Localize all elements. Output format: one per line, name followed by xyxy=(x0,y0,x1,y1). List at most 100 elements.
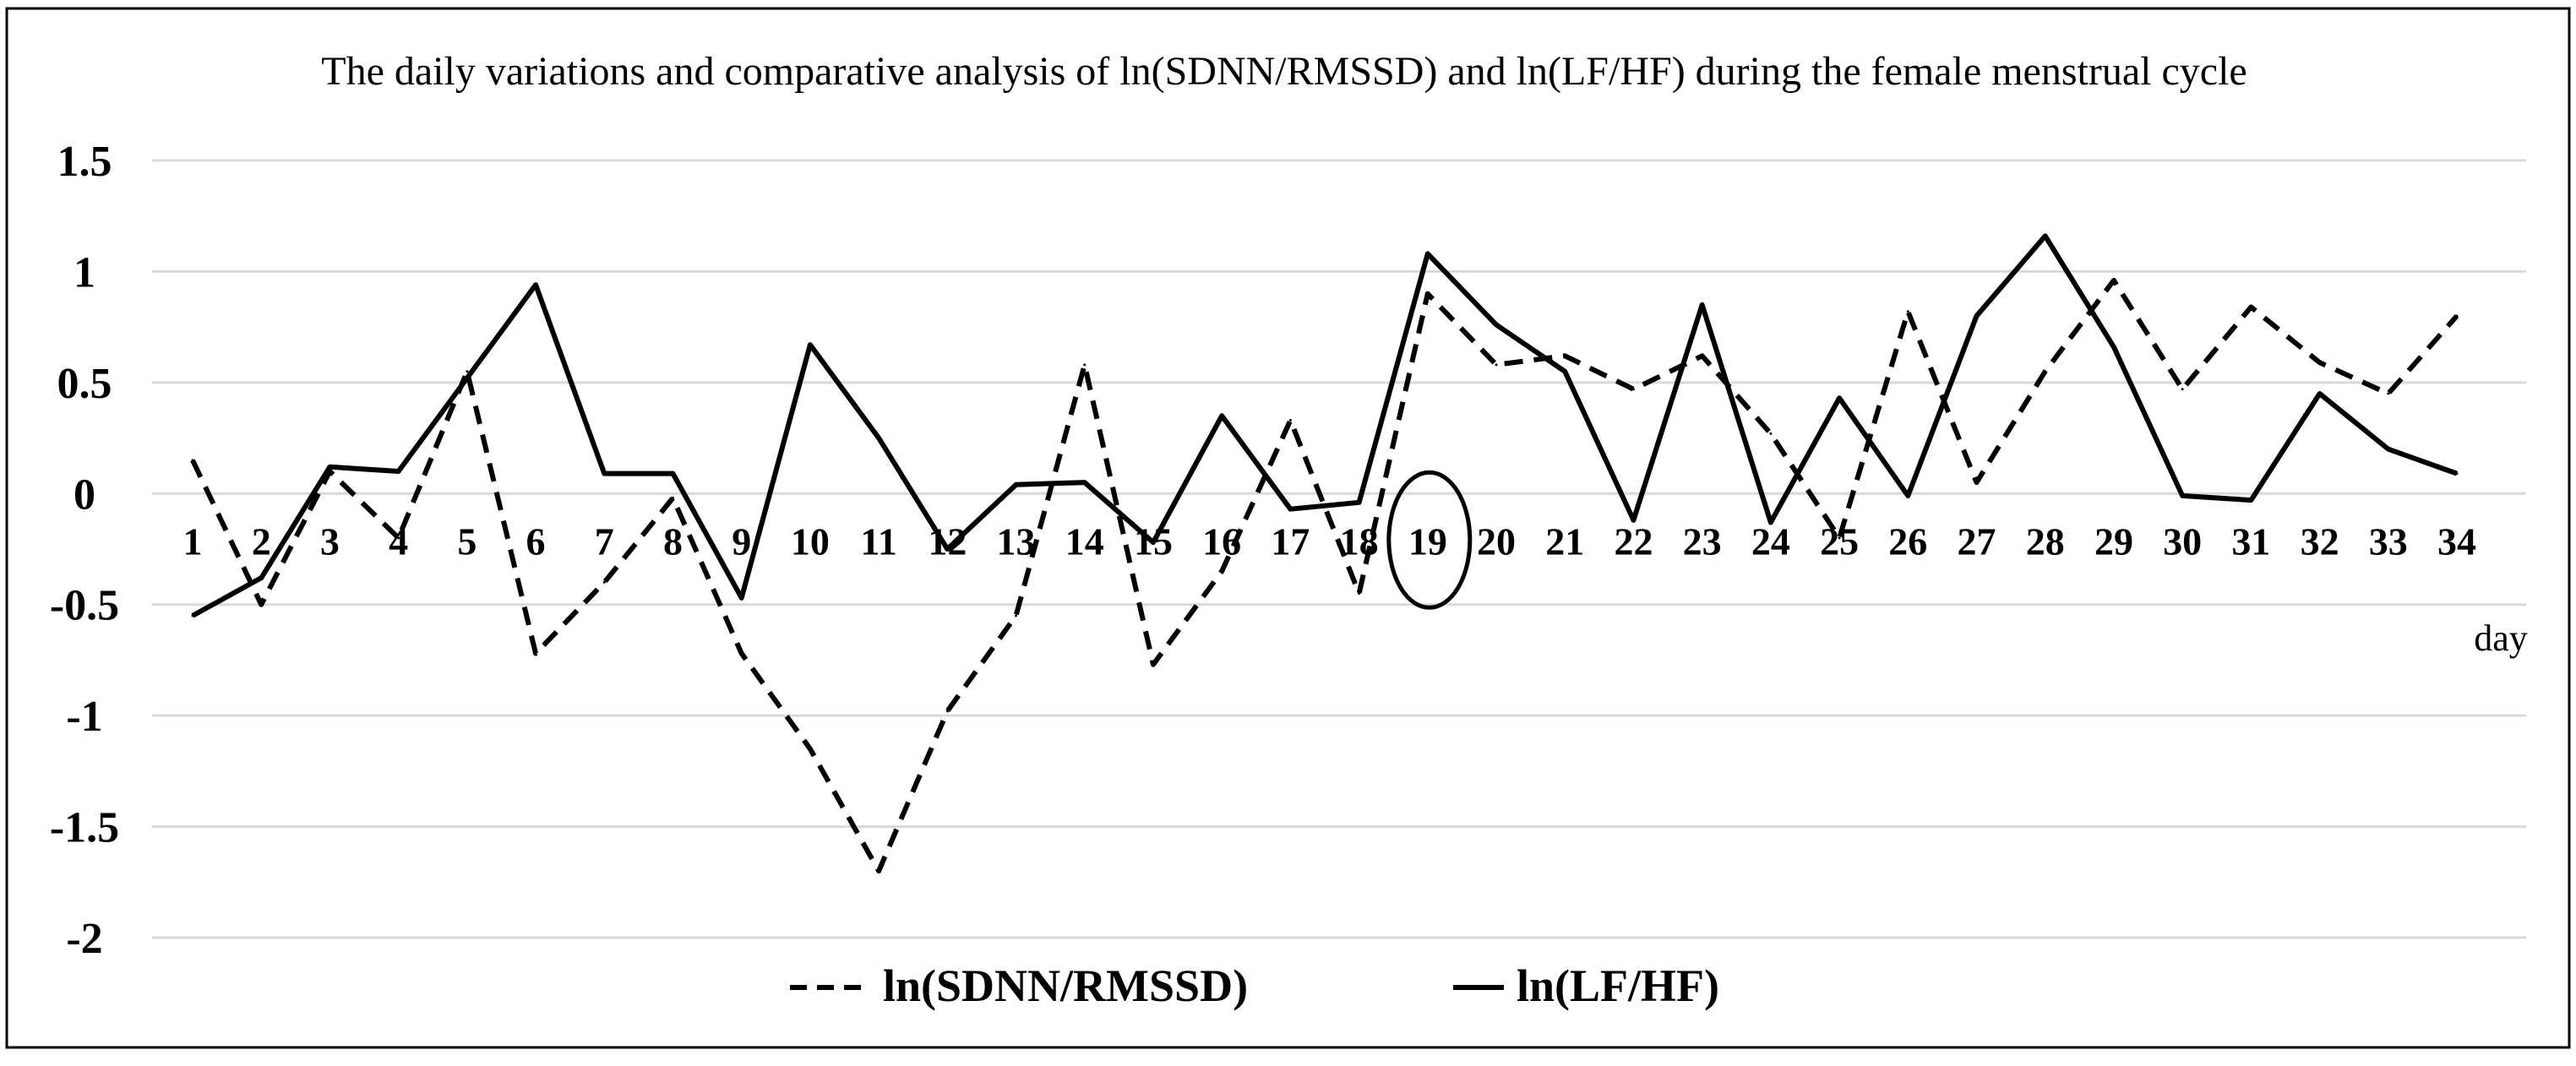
data-point xyxy=(1152,541,1155,544)
data-point xyxy=(191,459,194,462)
x-tick-label: 34 xyxy=(2437,519,2476,563)
data-point xyxy=(1631,519,1635,522)
data-point xyxy=(1975,314,1979,318)
data-point xyxy=(740,652,743,655)
data-point xyxy=(1975,481,1979,484)
data-point xyxy=(466,377,469,380)
x-tick-label: 21 xyxy=(1545,519,1584,563)
data-point xyxy=(1015,483,1018,487)
data-point xyxy=(397,470,400,473)
x-tick-label: 33 xyxy=(2369,519,2408,563)
x-tick-label: 9 xyxy=(732,519,751,563)
x-tick-label: 22 xyxy=(1614,519,1653,563)
data-point xyxy=(2387,392,2390,395)
x-tick-label: 23 xyxy=(1683,519,1722,563)
x-tick-label: 7 xyxy=(595,519,614,563)
data-point xyxy=(2112,279,2116,282)
x-tick-label: 14 xyxy=(1065,519,1104,563)
x-axis-unit-label: day xyxy=(2474,617,2528,659)
y-tick-label: 0 xyxy=(74,470,95,519)
data-point xyxy=(809,748,812,751)
y-tick-label: -1.5 xyxy=(50,804,119,852)
x-tick-label: 20 xyxy=(1477,519,1516,563)
data-point xyxy=(1358,501,1361,504)
x-tick-label: 29 xyxy=(2094,519,2133,563)
y-tick-label: 0.5 xyxy=(57,360,112,408)
x-tick-label: 2 xyxy=(252,519,271,563)
x-tick-label: 10 xyxy=(791,519,830,563)
data-point xyxy=(1015,614,1018,617)
data-point xyxy=(1083,363,1086,367)
x-tick-label: 31 xyxy=(2231,519,2270,563)
y-tick-label: 1 xyxy=(74,248,95,296)
data-point xyxy=(1083,481,1086,484)
data-point xyxy=(2387,448,2390,451)
data-point xyxy=(1906,494,1909,498)
x-tick-label: 6 xyxy=(526,519,546,563)
data-point xyxy=(191,614,194,617)
legend-label: ln(SDNN/RMSSD) xyxy=(883,960,1248,1011)
data-point xyxy=(945,710,949,713)
data-point xyxy=(328,465,331,469)
x-tick-label: 32 xyxy=(2301,519,2339,563)
data-point xyxy=(809,343,812,346)
data-point xyxy=(2044,370,2047,373)
data-point xyxy=(1426,252,1430,255)
data-point xyxy=(1563,354,1566,357)
data-point xyxy=(1426,292,1430,296)
data-point xyxy=(2249,305,2252,308)
data-point xyxy=(1769,520,1773,524)
data-point xyxy=(1906,310,1909,313)
data-point xyxy=(1495,363,1498,367)
data-point xyxy=(1563,370,1566,373)
data-point xyxy=(1288,419,1292,422)
x-tick-label: 19 xyxy=(1408,519,1447,563)
data-point xyxy=(740,596,743,600)
data-point xyxy=(602,472,606,476)
series-line-lf-hf xyxy=(191,233,2459,618)
data-point xyxy=(877,869,880,873)
data-point xyxy=(671,497,674,500)
data-point xyxy=(466,370,469,373)
data-point xyxy=(1701,303,1704,307)
x-tick-label: 30 xyxy=(2163,519,2202,563)
x-tick-label: 26 xyxy=(1888,519,1927,563)
data-point xyxy=(602,580,606,584)
data-point xyxy=(2249,498,2252,502)
data-point xyxy=(2455,314,2459,318)
data-point xyxy=(2044,234,2047,237)
x-tick-label: 24 xyxy=(1751,519,1790,563)
chart-frame xyxy=(5,7,2571,1049)
y-tick-label: -1 xyxy=(66,693,102,741)
data-point xyxy=(1152,663,1155,666)
data-point xyxy=(2181,388,2184,391)
x-tick-label: 5 xyxy=(457,519,477,563)
series-line-sdnn-rmssd xyxy=(190,277,2459,874)
chart-title: The daily variations and comparative ana… xyxy=(321,49,2247,94)
data-point xyxy=(671,472,674,476)
y-tick-label: 1.5 xyxy=(57,138,112,186)
data-point xyxy=(534,652,537,655)
x-tick-label: 25 xyxy=(1820,519,1859,563)
gridlines xyxy=(152,159,2526,939)
legend: ln(SDNN/RMSSD) ln(LF/HF) xyxy=(790,960,1719,1011)
data-point xyxy=(877,437,880,440)
x-tick-label: 28 xyxy=(2026,519,2065,563)
x-tick-label: 3 xyxy=(320,519,340,563)
y-tick-label: -0.5 xyxy=(50,582,119,630)
data-point xyxy=(945,547,949,551)
x-tick-label: 11 xyxy=(860,519,896,563)
data-point xyxy=(2318,361,2322,364)
data-point xyxy=(1495,324,1498,327)
data-point xyxy=(259,603,263,606)
y-tick-label: -2 xyxy=(66,915,102,963)
data-point xyxy=(2181,494,2184,498)
data-point xyxy=(1358,592,1361,596)
x-axis-ticks: 1 2 3 4 5 6 7 8 9 10 11 12 13 14 15 16 17 18 19 20 21 22 23 24 2… xyxy=(183,519,2477,563)
legend-label: ln(LF/HF) xyxy=(1517,960,1719,1011)
x-tick-label: 1 xyxy=(183,519,203,563)
series-lines xyxy=(190,233,2459,874)
data-point xyxy=(2318,392,2322,395)
data-point xyxy=(1288,508,1292,511)
